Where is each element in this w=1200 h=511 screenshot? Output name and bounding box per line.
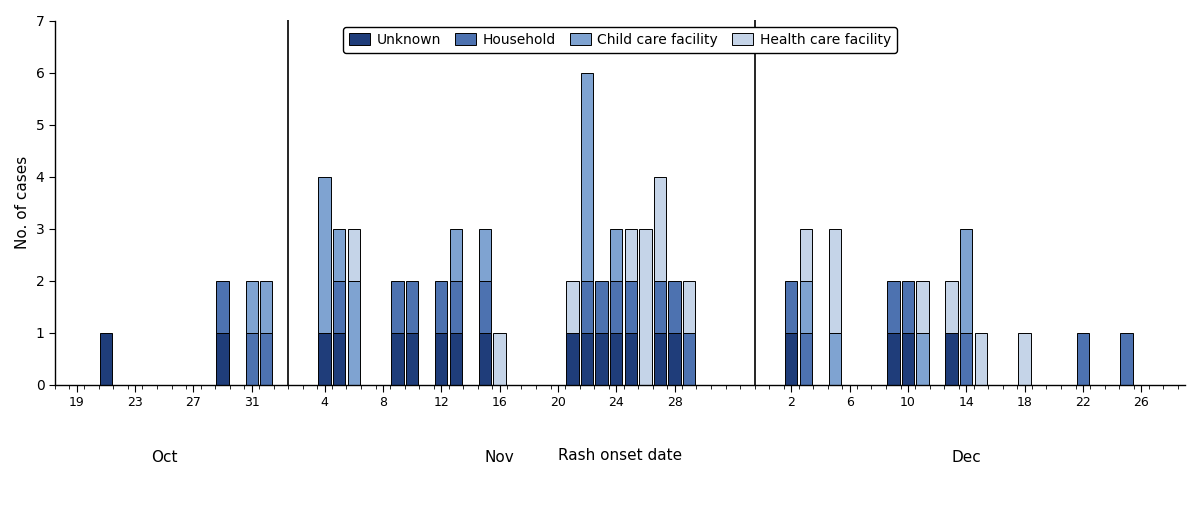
Text: Dec: Dec: [952, 450, 982, 465]
Text: Oct: Oct: [151, 450, 178, 465]
Bar: [901, 333, 914, 385]
Bar: [406, 333, 419, 385]
Bar: [917, 281, 929, 333]
Bar: [1076, 333, 1090, 385]
Bar: [887, 333, 900, 385]
Bar: [610, 333, 623, 385]
Bar: [683, 333, 695, 385]
Bar: [436, 333, 448, 385]
Bar: [493, 333, 506, 385]
Bar: [668, 281, 680, 333]
Bar: [318, 177, 331, 333]
Bar: [654, 281, 666, 333]
Bar: [785, 333, 798, 385]
Bar: [625, 333, 637, 385]
Bar: [974, 333, 988, 385]
Bar: [391, 333, 403, 385]
Bar: [566, 333, 578, 385]
Bar: [334, 333, 346, 385]
Bar: [334, 281, 346, 333]
Bar: [581, 333, 593, 385]
Bar: [216, 333, 229, 385]
Bar: [946, 281, 958, 333]
Bar: [610, 228, 623, 281]
Bar: [887, 281, 900, 333]
Bar: [960, 333, 972, 385]
Text: Nov: Nov: [485, 450, 515, 465]
Bar: [960, 228, 972, 333]
Bar: [260, 333, 272, 385]
Bar: [348, 228, 360, 281]
Bar: [625, 228, 637, 281]
Bar: [1121, 333, 1133, 385]
Bar: [595, 281, 608, 333]
Bar: [450, 281, 462, 333]
Bar: [334, 228, 346, 281]
Bar: [479, 333, 491, 385]
Bar: [406, 281, 419, 333]
Bar: [566, 281, 578, 333]
Y-axis label: No. of cases: No. of cases: [14, 156, 30, 249]
Bar: [1019, 333, 1031, 385]
Bar: [917, 333, 929, 385]
Bar: [683, 281, 695, 333]
Bar: [901, 281, 914, 333]
Bar: [654, 333, 666, 385]
Bar: [246, 333, 258, 385]
Bar: [348, 281, 360, 385]
Bar: [479, 228, 491, 281]
Bar: [946, 333, 958, 385]
Bar: [799, 228, 812, 281]
Legend: Unknown, Household, Child care facility, Health care facility: Unknown, Household, Child care facility,…: [343, 28, 896, 53]
Bar: [216, 281, 229, 333]
Bar: [799, 281, 812, 333]
X-axis label: Rash onset date: Rash onset date: [558, 448, 682, 463]
Bar: [450, 228, 462, 281]
Bar: [450, 333, 462, 385]
Bar: [799, 333, 812, 385]
Bar: [581, 281, 593, 333]
Bar: [391, 281, 403, 333]
Bar: [668, 333, 680, 385]
Bar: [625, 281, 637, 333]
Bar: [318, 333, 331, 385]
Bar: [654, 177, 666, 281]
Bar: [479, 281, 491, 333]
Bar: [581, 73, 593, 281]
Bar: [829, 228, 841, 333]
Bar: [640, 228, 652, 385]
Bar: [260, 281, 272, 333]
Bar: [829, 333, 841, 385]
Bar: [246, 281, 258, 333]
Bar: [595, 333, 608, 385]
Bar: [785, 281, 798, 333]
Bar: [100, 333, 112, 385]
Bar: [610, 281, 623, 333]
Bar: [436, 281, 448, 333]
